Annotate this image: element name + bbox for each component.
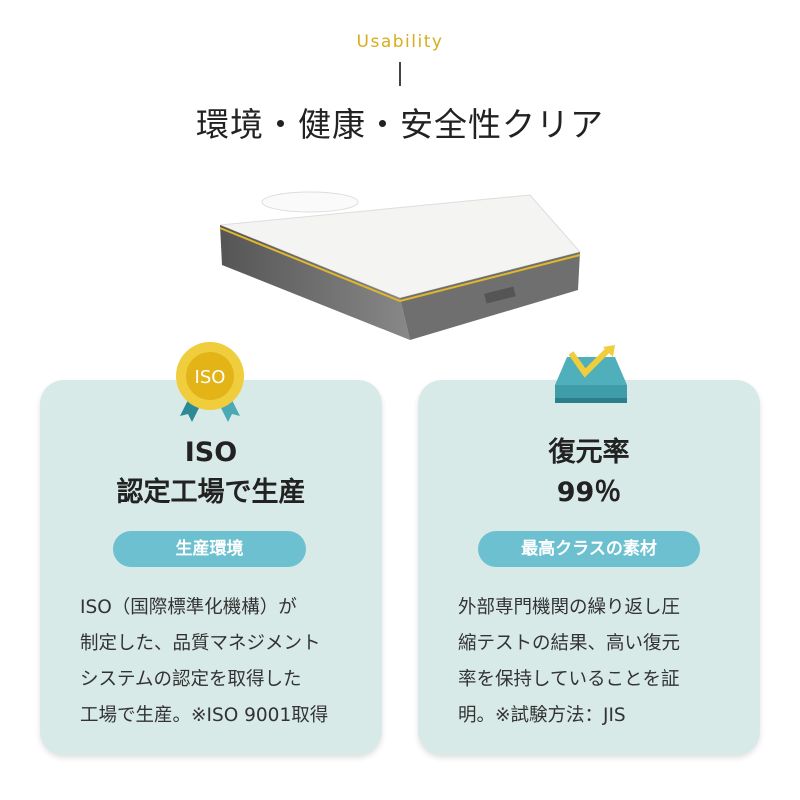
card-iso: ISO 認定工場で生産 生産環境 ISO（国際標準化機構）が 制定した、品質マネ… xyxy=(40,380,382,755)
card-body: ISO（国際標準化機構）が 制定した、品質マネジメント システムの認定を取得した… xyxy=(80,597,329,726)
card-heading-1: ISO xyxy=(184,437,238,468)
card-pill: 生産環境 xyxy=(113,531,306,567)
card-body: 外部専門機関の繰り返し圧 縮テストの結果、高い復元 率を保持していることを証 明… xyxy=(458,597,681,726)
iso-badge-icon: ISO xyxy=(176,342,244,422)
divider xyxy=(399,62,401,86)
mattress-image xyxy=(219,191,581,340)
card-heading-1: 復元率 xyxy=(548,437,630,468)
mattress-rebound-icon xyxy=(555,345,627,403)
card-pill: 最高クラスの素材 xyxy=(478,531,700,567)
badge-text: ISO xyxy=(195,367,226,388)
eyebrow-label: Usability xyxy=(356,32,444,52)
card-heading-2: 認定工場で生産 xyxy=(116,477,306,508)
card-heading-2: 99％ xyxy=(556,477,622,508)
card-recovery: 復元率 99％ 最高クラスの素材 外部専門機関の繰り返し圧 縮テストの結果、高い… xyxy=(418,380,760,755)
page-title: 環境・健康・安全性クリア xyxy=(196,105,604,144)
